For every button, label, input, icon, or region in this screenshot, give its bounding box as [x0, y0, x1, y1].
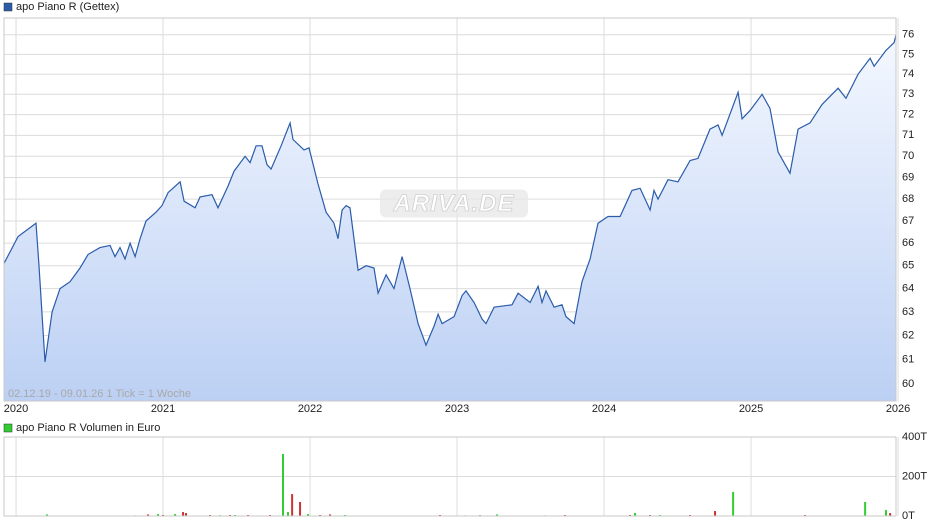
- y-tick-label: 75: [902, 48, 914, 60]
- y-tick-label: 69: [902, 171, 914, 183]
- volume-bar: [889, 513, 892, 516]
- y-tick-label: 68: [902, 193, 914, 205]
- y-tick-label: 62: [902, 329, 914, 341]
- date-range: 02.12.19 - 09.01.26 1 Tick = 1 Woche: [8, 388, 191, 400]
- y-tick-label: 61: [902, 353, 914, 365]
- volume-bar: [287, 512, 290, 516]
- volume-bar: [174, 514, 177, 516]
- y-tick-label: 200T: [902, 470, 927, 482]
- volume-bar: [46, 514, 49, 516]
- price-line: [3, 34, 897, 362]
- y-tick-label: 67: [902, 215, 914, 227]
- volume-bar: [864, 501, 867, 516]
- x-tick-label: 2020: [4, 403, 28, 415]
- y-tick-label: 73: [902, 88, 914, 100]
- y-tick-label: 72: [902, 109, 914, 121]
- y-tick-label: 64: [902, 283, 914, 295]
- volume-bar: [732, 491, 735, 516]
- y-tick-label: 63: [902, 306, 914, 318]
- x-tick-label: 2022: [298, 403, 322, 415]
- y-tick-label: 0T: [902, 510, 915, 522]
- y-tick-label: 70: [902, 150, 914, 162]
- legend-swatch: [3, 2, 13, 12]
- volume-bar: [329, 514, 332, 516]
- x-tick-label: 2026: [886, 403, 910, 415]
- area: [4, 34, 896, 402]
- volume-bar: [291, 494, 294, 516]
- volume-bar: [714, 511, 717, 516]
- volume-bar: [282, 453, 285, 516]
- volume-bar: [147, 514, 150, 516]
- y-tick-label: 66: [902, 237, 914, 249]
- watermark-box: [380, 189, 528, 218]
- y-tick-label: 60: [902, 378, 914, 390]
- y-tick-label: 65: [902, 260, 914, 272]
- legend-swatch: [3, 423, 13, 433]
- legend-label: apo Piano R Volumen in Euro: [16, 422, 160, 434]
- volume-bar: [184, 513, 187, 516]
- volume-bar: [496, 514, 499, 516]
- x-tick-label: 2024: [592, 403, 616, 415]
- y-tick-label: 71: [902, 129, 914, 141]
- volume-bar: [885, 510, 888, 516]
- legend-label: apo Piano R (Gettex): [16, 1, 119, 13]
- y-tick-label: 76: [902, 29, 914, 41]
- x-tick-label: 2021: [151, 403, 175, 415]
- x-tick-label: 2025: [739, 403, 763, 415]
- y-tick-label: 74: [902, 68, 914, 80]
- x-tick-label: 2023: [445, 403, 469, 415]
- plot-frame: [3, 436, 897, 517]
- volume-bar: [634, 513, 637, 516]
- volume-bar: [306, 514, 309, 516]
- volume-bar: [182, 512, 185, 516]
- volume-bar: [157, 514, 160, 516]
- volume-bar: [299, 501, 302, 516]
- watermark: ARIVA.DE: [393, 190, 515, 217]
- y-tick-label: 400T: [902, 431, 927, 443]
- plot-frame: [3, 17, 897, 402]
